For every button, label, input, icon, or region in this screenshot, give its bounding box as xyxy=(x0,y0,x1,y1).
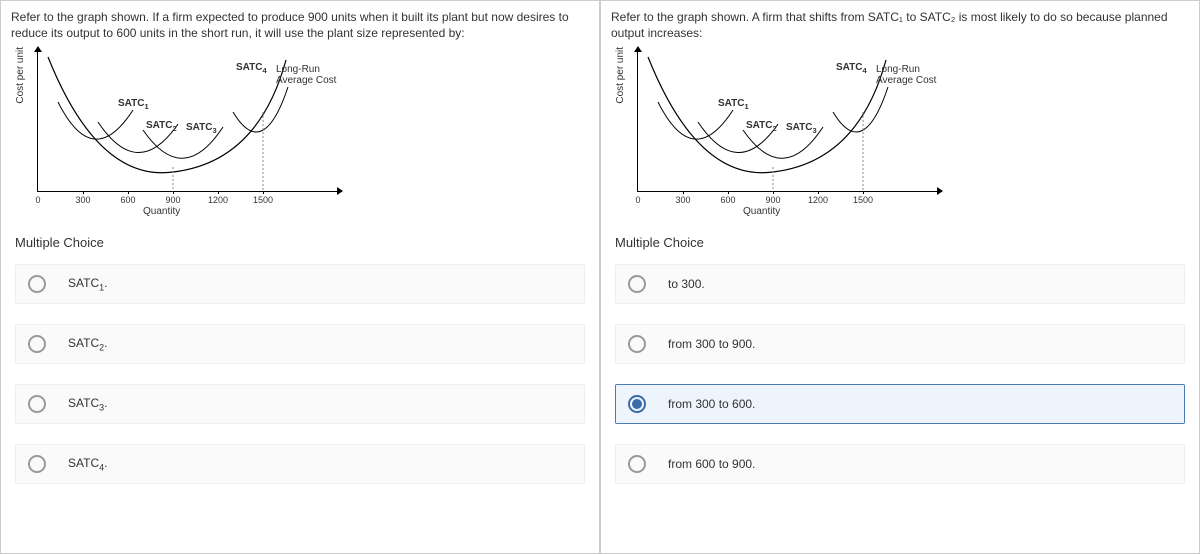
option-satc2[interactable]: SATC2. xyxy=(15,324,585,364)
question-panel-left: Refer to the graph shown. If a firm expe… xyxy=(0,0,600,554)
question-text: Refer to the graph shown. If a firm expe… xyxy=(11,9,589,41)
option-label: from 600 to 900. xyxy=(668,457,755,471)
tick-1500: 1500 xyxy=(253,195,273,205)
x-axis-label: Quantity xyxy=(143,206,180,217)
radio-icon xyxy=(628,395,646,413)
tick-300: 300 xyxy=(675,195,690,205)
multiple-choice-heading: Multiple Choice xyxy=(615,235,1189,250)
tick-600: 600 xyxy=(120,195,135,205)
radio-icon xyxy=(628,275,646,293)
option-label: SATC4. xyxy=(68,456,107,472)
chart-area: SATC1 SATC2 SATC3 SATC4 Long-Run Average… xyxy=(37,52,337,192)
chart-left: Cost per unit SATC1 SATC2 xyxy=(19,47,589,217)
satc4-label: SATC4 xyxy=(836,62,867,75)
x-axis-label: Quantity xyxy=(743,206,780,217)
option-satc4[interactable]: SATC4. xyxy=(15,444,585,484)
radio-icon xyxy=(28,455,46,473)
tick-600: 600 xyxy=(720,195,735,205)
option-satc3[interactable]: SATC3. xyxy=(15,384,585,424)
tick-900: 900 xyxy=(765,195,780,205)
satc1-label: SATC1 xyxy=(118,98,149,111)
radio-icon xyxy=(628,335,646,353)
question-text: Refer to the graph shown. A firm that sh… xyxy=(611,9,1189,41)
option-label: to 300. xyxy=(668,277,705,291)
chart-area: SATC1 SATC2 SATC3 SATC4 Long-Run Average… xyxy=(637,52,937,192)
y-axis-label: Cost per unit xyxy=(615,47,626,104)
radio-icon xyxy=(28,395,46,413)
lrac-label: Long-Run Average Cost xyxy=(876,64,936,86)
option-label: SATC3. xyxy=(68,396,107,412)
option-label: from 300 to 600. xyxy=(668,397,755,411)
option-to-300[interactable]: to 300. xyxy=(615,264,1185,304)
satc1-label: SATC1 xyxy=(718,98,749,111)
radio-icon xyxy=(28,275,46,293)
tick-0: 0 xyxy=(635,195,640,205)
radio-icon xyxy=(628,455,646,473)
option-600-900[interactable]: from 600 to 900. xyxy=(615,444,1185,484)
option-300-900[interactable]: from 300 to 900. xyxy=(615,324,1185,364)
tick-1200: 1200 xyxy=(208,195,228,205)
option-label: SATC2. xyxy=(68,336,107,352)
tick-900: 900 xyxy=(165,195,180,205)
option-label: from 300 to 900. xyxy=(668,337,755,351)
option-label: SATC1. xyxy=(68,276,107,292)
option-300-600[interactable]: from 300 to 600. xyxy=(615,384,1185,424)
tick-300: 300 xyxy=(75,195,90,205)
lrac-label: Long-Run Average Cost xyxy=(276,64,336,86)
tick-1200: 1200 xyxy=(808,195,828,205)
option-satc1[interactable]: SATC1. xyxy=(15,264,585,304)
multiple-choice-heading: Multiple Choice xyxy=(15,235,589,250)
tick-0: 0 xyxy=(35,195,40,205)
radio-icon xyxy=(28,335,46,353)
question-panel-right: Refer to the graph shown. A firm that sh… xyxy=(600,0,1200,554)
satc4-label: SATC4 xyxy=(236,62,267,75)
satc3-label: SATC3 xyxy=(186,122,217,135)
options-left: SATC1. SATC2. SATC3. SATC4. xyxy=(11,264,589,484)
satc2-label: SATC2 xyxy=(146,120,177,133)
options-right: to 300. from 300 to 900. from 300 to 600… xyxy=(611,264,1189,484)
tick-1500: 1500 xyxy=(853,195,873,205)
y-axis-label: Cost per unit xyxy=(15,47,26,104)
satc2-label: SATC2 xyxy=(746,120,777,133)
chart-right: Cost per unit SATC1 SATC2 SATC3 SATC4 Lo… xyxy=(619,47,1189,217)
satc3-label: SATC3 xyxy=(786,122,817,135)
